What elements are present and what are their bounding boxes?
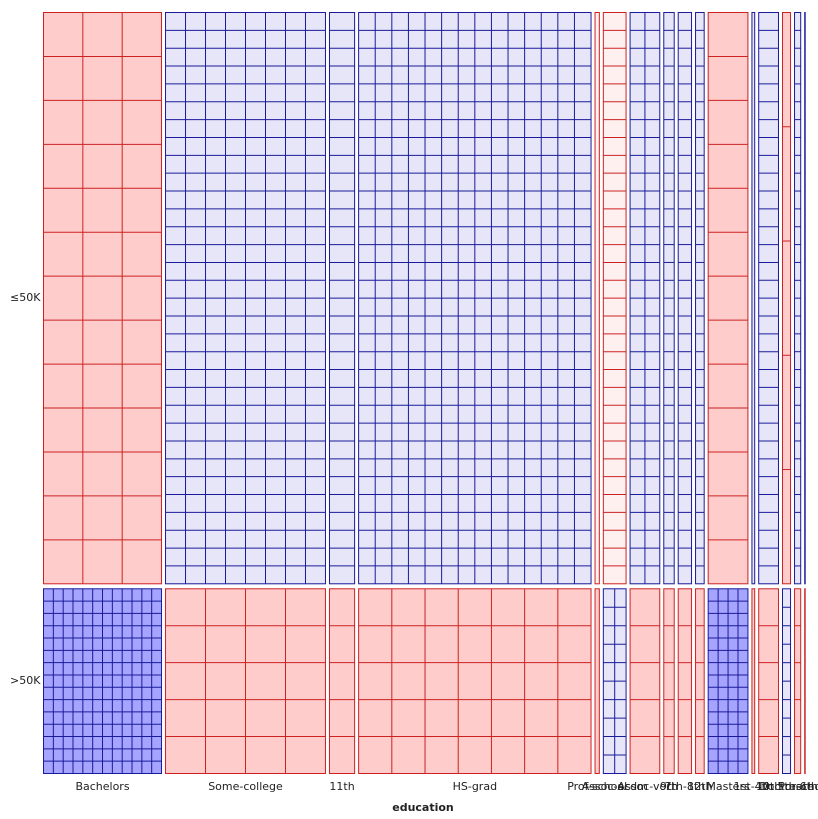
- mosaic-tile: [781, 12, 792, 585]
- mosaic-tile: [358, 588, 592, 774]
- row-labels: ≤50K >50K: [10, 291, 41, 687]
- column-label: 11th: [329, 780, 354, 793]
- column-label: 10th: [756, 780, 781, 793]
- mosaic-tile-rect: [751, 588, 756, 774]
- mosaic-tile: [707, 588, 749, 774]
- mosaic-cells: [43, 12, 806, 774]
- mosaic-tile: [794, 588, 802, 774]
- row-label-gt50k: >50K: [10, 674, 41, 687]
- mosaic-tile-rect: [358, 588, 592, 774]
- mosaic-tile: [695, 588, 705, 774]
- mosaic-tile-rect: [328, 588, 356, 774]
- mosaic-tile: [328, 588, 356, 774]
- mosaic-tile: [804, 588, 806, 774]
- mosaic-tile: [43, 12, 163, 585]
- mosaic-tile: [758, 12, 779, 585]
- mosaic-tile-rect: [43, 12, 163, 585]
- mosaic-tile: [629, 12, 661, 585]
- mosaic-tile-rect: [781, 12, 792, 585]
- mosaic-tile: [594, 588, 600, 774]
- mosaic-tile: [794, 12, 802, 585]
- mosaic-tile: [663, 588, 675, 774]
- column-label: Preschool: [778, 780, 818, 793]
- column-label: 12th: [687, 780, 712, 793]
- mosaic-tile: [663, 12, 675, 585]
- mosaic-tile: [629, 588, 661, 774]
- column-label: Prof-school: [567, 780, 627, 793]
- mosaic-tile-rect: [751, 12, 756, 585]
- mosaic-tile: [758, 588, 779, 774]
- mosaic-tile: [804, 12, 806, 585]
- mosaic-tile: [695, 12, 705, 585]
- mosaic-tile-rect: [758, 588, 779, 774]
- mosaic-tile-rect: [594, 588, 600, 774]
- column-label: HS-grad: [453, 780, 497, 793]
- mosaic-tile: [751, 12, 756, 585]
- mosaic-tile-rect: [804, 588, 806, 774]
- column-label: Some-college: [208, 780, 283, 793]
- mosaic-tile: [602, 12, 627, 585]
- mosaic-tile: [165, 12, 326, 585]
- mosaic-tile: [358, 12, 592, 585]
- column-label: 1st-4th: [734, 780, 773, 793]
- mosaic-tile: [781, 588, 792, 774]
- mosaic-tile-rect: [629, 588, 661, 774]
- column-label: Masters: [706, 780, 750, 793]
- mosaic-tile: [677, 12, 693, 585]
- mosaic-tile: [594, 12, 600, 585]
- mosaic-tile: [43, 588, 163, 774]
- row-label-le50k: ≤50K: [10, 291, 41, 304]
- column-label: Doctorate: [759, 780, 814, 793]
- mosaic-tile: [328, 12, 356, 585]
- column-label: 7th-8th: [665, 780, 706, 793]
- column-label: Bachelors: [75, 780, 129, 793]
- mosaic-tile-rect: [804, 12, 806, 585]
- column-label: Assoc-acdm: [582, 780, 648, 793]
- mosaic-tile: [602, 588, 627, 774]
- column-label: 5th-6th: [777, 780, 818, 793]
- x-axis-title: education: [392, 801, 454, 814]
- column-label: Assoc-voc: [618, 780, 673, 793]
- mosaic-tile-rect: [794, 588, 802, 774]
- mosaic-tile: [707, 12, 749, 585]
- mosaic-tile: [677, 588, 693, 774]
- mosaic-tile-rect: [707, 12, 749, 585]
- mosaic-tile: [165, 588, 326, 774]
- mosaic-tile-rect: [695, 588, 705, 774]
- mosaic-tile-rect: [663, 588, 675, 774]
- column-labels: Bachelors Some-college 11th HS-grad Prof-sch…: [75, 780, 818, 793]
- mosaic-tile-rect: [677, 588, 693, 774]
- column-label: 9th: [660, 780, 678, 793]
- mosaic-tile: [751, 588, 756, 774]
- mosaic-tile-rect: [594, 12, 600, 585]
